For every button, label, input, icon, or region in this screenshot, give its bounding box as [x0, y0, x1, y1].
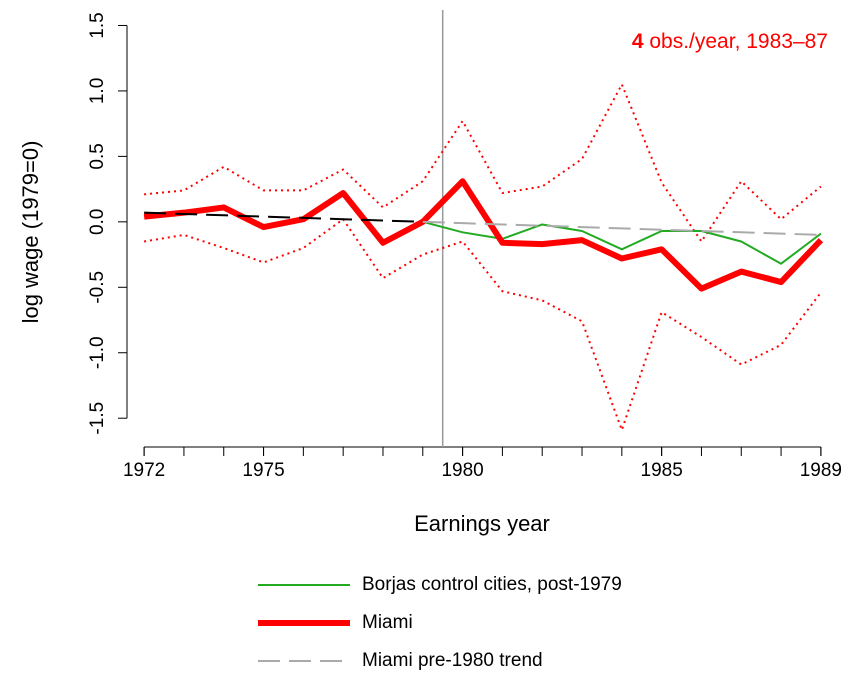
trend-line-post — [422, 220, 821, 236]
series-line — [143, 178, 824, 292]
y-tick-label: 0.0 — [87, 209, 108, 235]
legend-label: Miami pre-1980 trend — [362, 650, 543, 671]
series-line — [422, 220, 822, 265]
y-axis-label: log wage (1979=0) — [18, 141, 43, 324]
ci-upper — [144, 83, 822, 243]
x-tick-label: 1975 — [242, 460, 284, 481]
x-tick-label: 1989 — [800, 460, 842, 481]
annotation-text: obs./year, 1983–87 — [649, 30, 828, 53]
annotation-bold: 4 — [632, 30, 644, 53]
x-tick-label: 1980 — [441, 460, 483, 481]
plot-area — [127, 15, 838, 447]
x-tick-label: 1972 — [123, 460, 165, 481]
ci-lower — [143, 218, 822, 431]
y-tick-label: 1.0 — [87, 78, 108, 104]
y-tick-label: -0.5 — [87, 271, 108, 304]
legend-label: Miami — [362, 612, 413, 633]
x-axis-label: Earnings year — [414, 511, 550, 536]
y-tick-label: -1.0 — [87, 336, 108, 369]
y-tick-label: -1.5 — [87, 402, 108, 435]
annotation: 4 obs./year, 1983–87 — [632, 30, 828, 53]
y-tick-label: 0.5 — [87, 143, 108, 169]
y-tick-label: 1.5 — [87, 12, 108, 38]
x-tick-label: 1985 — [641, 460, 683, 481]
legend-label: Borjas control cities, post-1979 — [362, 574, 622, 595]
trend-line-pre — [144, 211, 423, 223]
